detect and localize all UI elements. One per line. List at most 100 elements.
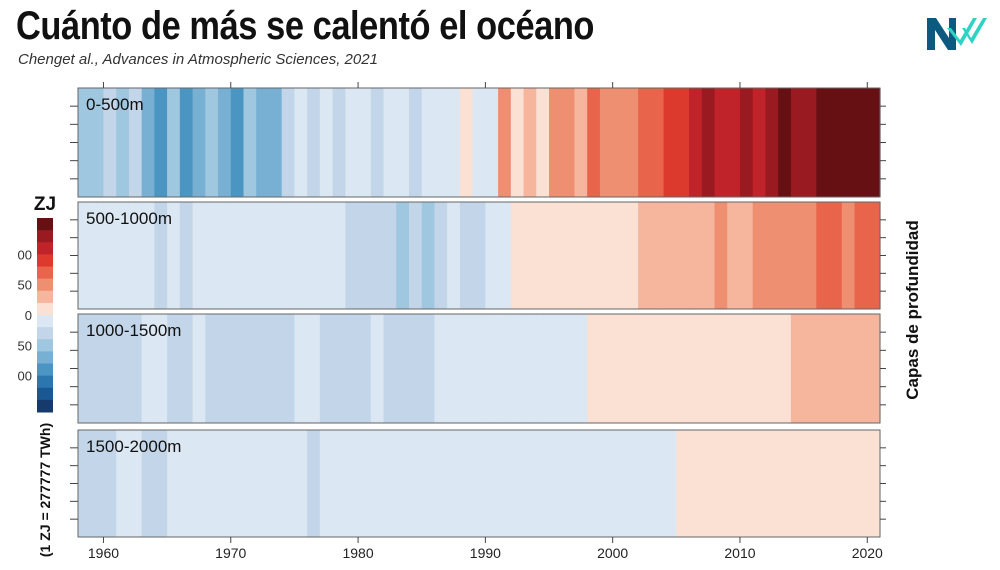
stripe-2004 bbox=[663, 88, 677, 197]
stripe-1958 bbox=[78, 202, 92, 309]
stripe-2004 bbox=[663, 202, 677, 309]
stripe-1964 bbox=[154, 202, 168, 309]
stripe-2008 bbox=[714, 314, 728, 423]
stripe-2017 bbox=[829, 430, 843, 537]
stripe-1958 bbox=[78, 314, 92, 423]
stripe-1969 bbox=[218, 202, 232, 309]
panel-500-1000m: 500-1000m bbox=[70, 201, 886, 310]
stripe-1986 bbox=[434, 314, 448, 423]
stripe-1992 bbox=[510, 88, 525, 197]
stripe-1968 bbox=[205, 88, 219, 197]
stripe-2014 bbox=[790, 430, 805, 537]
logo bbox=[927, 18, 987, 50]
colorbar-swatch bbox=[37, 399, 53, 413]
stripe-1983 bbox=[396, 314, 410, 423]
stripe-1984 bbox=[408, 314, 423, 423]
stripe-1995 bbox=[549, 202, 563, 309]
stripe-1980 bbox=[358, 88, 372, 197]
stripe-2005 bbox=[676, 314, 690, 423]
page-title: Cuánto de más se calentó el océano bbox=[16, 4, 595, 48]
stripe-1987 bbox=[447, 88, 461, 197]
stripe-2012 bbox=[765, 314, 779, 423]
stripe-2017 bbox=[829, 88, 843, 197]
stripe-2009 bbox=[727, 430, 741, 537]
stripe-1963 bbox=[141, 202, 155, 309]
stripe-2013 bbox=[778, 430, 792, 537]
stripe-1990 bbox=[485, 202, 499, 309]
stripe-2012 bbox=[765, 88, 779, 197]
stripe-1984 bbox=[408, 430, 423, 537]
stripe-1971 bbox=[243, 202, 257, 309]
source-subtitle: Chenget al., Advances in Atmospheric Sci… bbox=[18, 51, 378, 68]
stripe-1960 bbox=[103, 202, 117, 309]
stripe-1990 bbox=[485, 88, 499, 197]
stripe-1990 bbox=[485, 314, 499, 423]
stripe-1967 bbox=[192, 314, 206, 423]
stripe-1987 bbox=[447, 430, 461, 537]
stripe-2005 bbox=[676, 88, 690, 197]
stripe-2011 bbox=[752, 430, 767, 537]
stripe-1973 bbox=[268, 314, 283, 423]
stripe-1972 bbox=[256, 430, 270, 537]
colorbar-swatch bbox=[37, 278, 53, 292]
stripe-1964 bbox=[154, 430, 168, 537]
stripe-2015 bbox=[803, 88, 817, 197]
stripe-2012 bbox=[765, 430, 779, 537]
stripe-2019 bbox=[854, 202, 868, 309]
stripe-2010 bbox=[739, 202, 754, 309]
stripe-1968 bbox=[205, 202, 219, 309]
colorbar-swatch bbox=[37, 315, 53, 328]
stripe-1979 bbox=[345, 430, 359, 537]
stripe-1985 bbox=[421, 314, 436, 423]
stripe-2016 bbox=[816, 202, 830, 309]
stripe-1972 bbox=[256, 314, 270, 423]
stripe-1996 bbox=[561, 430, 576, 537]
stripe-2015 bbox=[803, 430, 817, 537]
x-tick-label: 1960 bbox=[88, 545, 119, 561]
stripe-1991 bbox=[498, 430, 512, 537]
colorbar-swatch bbox=[37, 387, 53, 401]
colorbar-swatch bbox=[37, 254, 53, 267]
stripe-2007 bbox=[701, 88, 716, 197]
stripe-1986 bbox=[434, 202, 448, 309]
stripe-2011 bbox=[752, 202, 767, 309]
x-tick-label: 1970 bbox=[215, 545, 246, 561]
stripe-2010 bbox=[739, 314, 754, 423]
stripe-1979 bbox=[345, 88, 359, 197]
stripe-1996 bbox=[561, 88, 576, 197]
stripe-1998 bbox=[587, 202, 601, 309]
stripe-2010 bbox=[739, 88, 754, 197]
stripe-2007 bbox=[701, 430, 716, 537]
stripe-1977 bbox=[319, 202, 334, 309]
stripe-2013 bbox=[778, 314, 792, 423]
stripe-1960 bbox=[103, 430, 117, 537]
stripe-1999 bbox=[599, 430, 614, 537]
stripe-2000 bbox=[612, 314, 626, 423]
stripe-2006 bbox=[689, 430, 703, 537]
stripe-1977 bbox=[319, 314, 334, 423]
stripe-1967 bbox=[192, 88, 206, 197]
stripe-1975 bbox=[294, 88, 308, 197]
stripe-2008 bbox=[714, 430, 728, 537]
stripe-1974 bbox=[281, 202, 296, 309]
stripe-2002 bbox=[638, 202, 652, 309]
stripe-2002 bbox=[638, 430, 652, 537]
stripe-1976 bbox=[307, 88, 321, 197]
stripe-1992 bbox=[510, 202, 525, 309]
stripe-2009 bbox=[727, 314, 741, 423]
stripe-1984 bbox=[408, 88, 423, 197]
stripe-1988 bbox=[459, 430, 474, 537]
stripe-1972 bbox=[256, 88, 270, 197]
colorbar-swatch bbox=[37, 339, 53, 352]
stripe-1983 bbox=[396, 430, 410, 537]
stripe-2001 bbox=[625, 314, 639, 423]
stripe-1980 bbox=[358, 430, 372, 537]
stripe-1961 bbox=[116, 88, 130, 197]
stripe-2015 bbox=[803, 202, 817, 309]
stripe-1981 bbox=[370, 88, 385, 197]
stripe-1982 bbox=[383, 202, 397, 309]
stripe-2003 bbox=[650, 314, 665, 423]
stripe-1978 bbox=[332, 430, 346, 537]
stripe-2020 bbox=[867, 202, 881, 309]
